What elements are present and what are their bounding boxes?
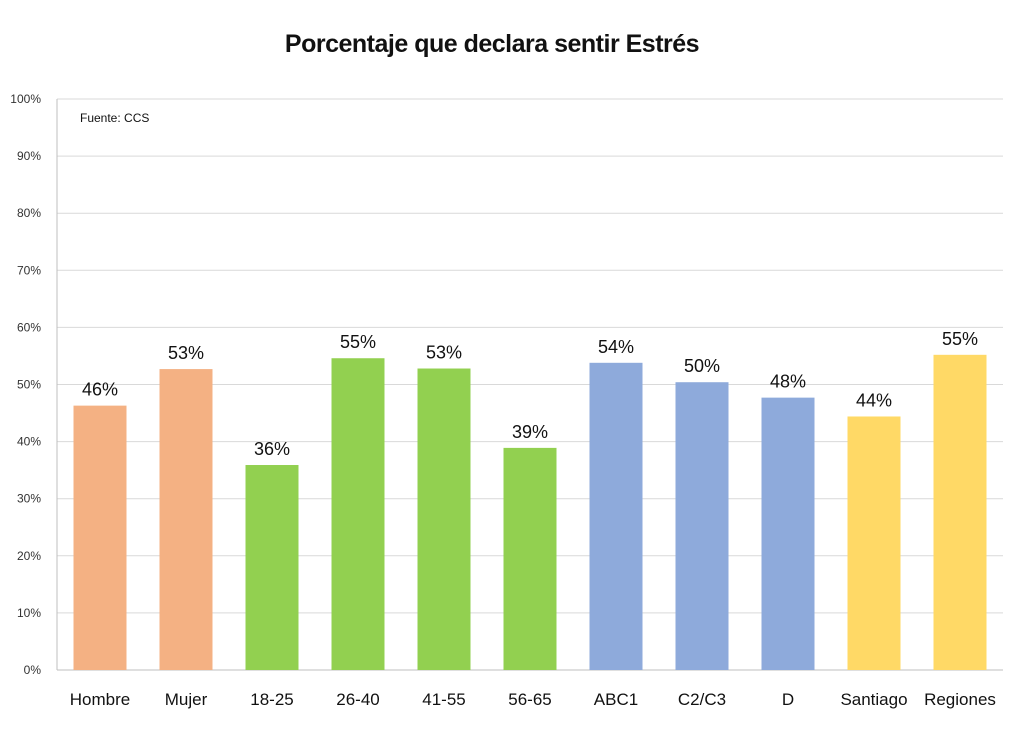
data-label: 53%	[426, 343, 462, 363]
y-axis-ticks: 0% 10% 20% 30% 40% 50% 60% 70% 80% 90% 100%	[10, 92, 41, 677]
bar	[503, 447, 557, 670]
category-label: 56-65	[508, 690, 551, 709]
data-label: 55%	[942, 329, 978, 349]
bar	[159, 369, 213, 670]
y-tick-label: 10%	[17, 606, 41, 620]
category-label: 26-40	[336, 690, 379, 709]
category-label: Regiones	[924, 690, 996, 709]
category-label: 41-55	[422, 690, 465, 709]
category-label: Mujer	[165, 690, 208, 709]
bar	[73, 405, 127, 670]
data-label: 36%	[254, 439, 290, 459]
y-tick-label: 70%	[17, 263, 41, 277]
bars	[73, 354, 987, 670]
source-note: Fuente: CCS	[80, 111, 149, 125]
data-label: 55%	[340, 332, 376, 352]
data-label: 44%	[856, 390, 892, 410]
category-label: 18-25	[250, 690, 293, 709]
category-label: D	[782, 690, 794, 709]
data-label: 50%	[684, 356, 720, 376]
y-tick-label: 80%	[17, 206, 41, 220]
bar	[675, 382, 729, 670]
category-labels: Hombre Mujer 18-25 26-40 41-55 56-65 ABC1 C2/C3…	[70, 690, 996, 709]
category-label: Hombre	[70, 690, 130, 709]
data-label: 46%	[82, 380, 118, 400]
bar	[933, 354, 987, 670]
data-label: 39%	[512, 422, 548, 442]
y-tick-label: 40%	[17, 435, 41, 449]
data-label: 54%	[598, 337, 634, 357]
category-label: ABC1	[594, 690, 638, 709]
bar	[245, 465, 299, 670]
data-label: 48%	[770, 372, 806, 392]
chart-title: Porcentaje que declara sentir Estrés	[284, 30, 700, 58]
y-tick-label: 30%	[17, 492, 41, 506]
category-label: C2/C3	[678, 690, 726, 709]
bar	[331, 358, 385, 670]
bar	[417, 368, 471, 670]
data-label: 53%	[168, 343, 204, 363]
bar	[761, 397, 815, 670]
y-tick-label: 0%	[24, 663, 42, 677]
y-tick-label: 90%	[17, 149, 41, 163]
y-tick-label: 20%	[17, 549, 41, 563]
category-label: Santiago	[840, 690, 907, 709]
bar	[589, 362, 643, 670]
y-tick-label: 50%	[17, 378, 41, 392]
bar	[847, 416, 901, 670]
y-tick-label: 60%	[17, 320, 41, 334]
y-tick-label: 100%	[10, 92, 41, 106]
data-labels: 46% 53% 36% 55% 53% 39% 54% 50% 48% 44% 55%	[82, 329, 978, 459]
